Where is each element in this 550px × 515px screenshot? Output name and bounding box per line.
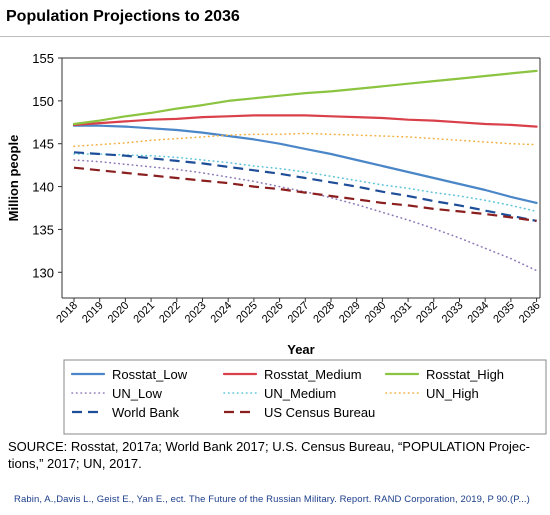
legend-label-un-low: UN_Low xyxy=(112,386,162,401)
legend-label-rosstat-medium: Rosstat_Medium xyxy=(264,367,362,382)
y-tick-label: 145 xyxy=(32,137,54,152)
x-tick-label: 2025 xyxy=(234,300,260,326)
x-tick-label: 2023 xyxy=(183,300,209,326)
y-tick-label: 155 xyxy=(32,51,54,66)
x-axis-title: Year xyxy=(287,342,314,357)
title-divider xyxy=(0,36,550,37)
legend-label-rosstat-low: Rosstat_Low xyxy=(112,367,188,382)
x-tick-label: 2027 xyxy=(286,300,312,326)
series-line-un-high xyxy=(73,132,538,148)
x-tick-label: 2034 xyxy=(466,300,492,326)
series-line-un-low xyxy=(73,159,538,272)
x-tick-label: 2031 xyxy=(388,300,414,326)
x-tick-label: 2035 xyxy=(491,300,517,326)
y-tick-label: 150 xyxy=(32,94,54,109)
series-line-us-census-bureau xyxy=(73,166,537,222)
x-tick-label: 2028 xyxy=(311,300,337,326)
x-tick-label: 2024 xyxy=(209,300,235,326)
x-tick-label: 2020 xyxy=(106,300,132,326)
legend-label-world-bank: World Bank xyxy=(112,405,179,420)
legend-label-us-census-bureau: US Census Bureau xyxy=(264,405,375,420)
x-tick-label: 2018 xyxy=(54,300,80,326)
x-tick-label: 2026 xyxy=(260,300,286,326)
x-tick-label: 2032 xyxy=(414,300,440,326)
y-tick-label: 140 xyxy=(32,180,54,195)
chart-title: Population Projections to 2036 xyxy=(6,8,240,25)
series-line-rosstat-low xyxy=(72,124,538,204)
x-tick-label: 2019 xyxy=(80,300,106,326)
x-tick-label: 2029 xyxy=(337,300,363,326)
x-tick-label: 2033 xyxy=(440,300,466,326)
y-tick-label: 135 xyxy=(32,222,54,237)
legend-box xyxy=(63,359,547,435)
citation-credit: Rabin, A.,Davis L., Geist E., Yan E., ec… xyxy=(14,494,530,505)
legend-label-rosstat-high: Rosstat_High xyxy=(426,367,504,382)
source-note: SOURCE: Rosstat, 2017a; World Bank 2017;… xyxy=(8,439,530,471)
x-tick-label: 2036 xyxy=(517,300,543,326)
x-tick-label: 2022 xyxy=(157,300,183,326)
legend-label-un-medium: UN_Medium xyxy=(264,386,336,401)
series-line-un-medium xyxy=(73,153,538,213)
series-line-rosstat-medium xyxy=(72,114,538,128)
series-line-rosstat-high xyxy=(72,69,538,126)
series-line-world-bank xyxy=(73,151,537,222)
x-tick-label: 2021 xyxy=(131,300,157,326)
y-tick-label: 130 xyxy=(32,265,54,280)
legend-label-un-high: UN_High xyxy=(426,386,479,401)
y-axis-title: Million people xyxy=(6,135,21,222)
x-tick-label: 2030 xyxy=(363,300,389,326)
